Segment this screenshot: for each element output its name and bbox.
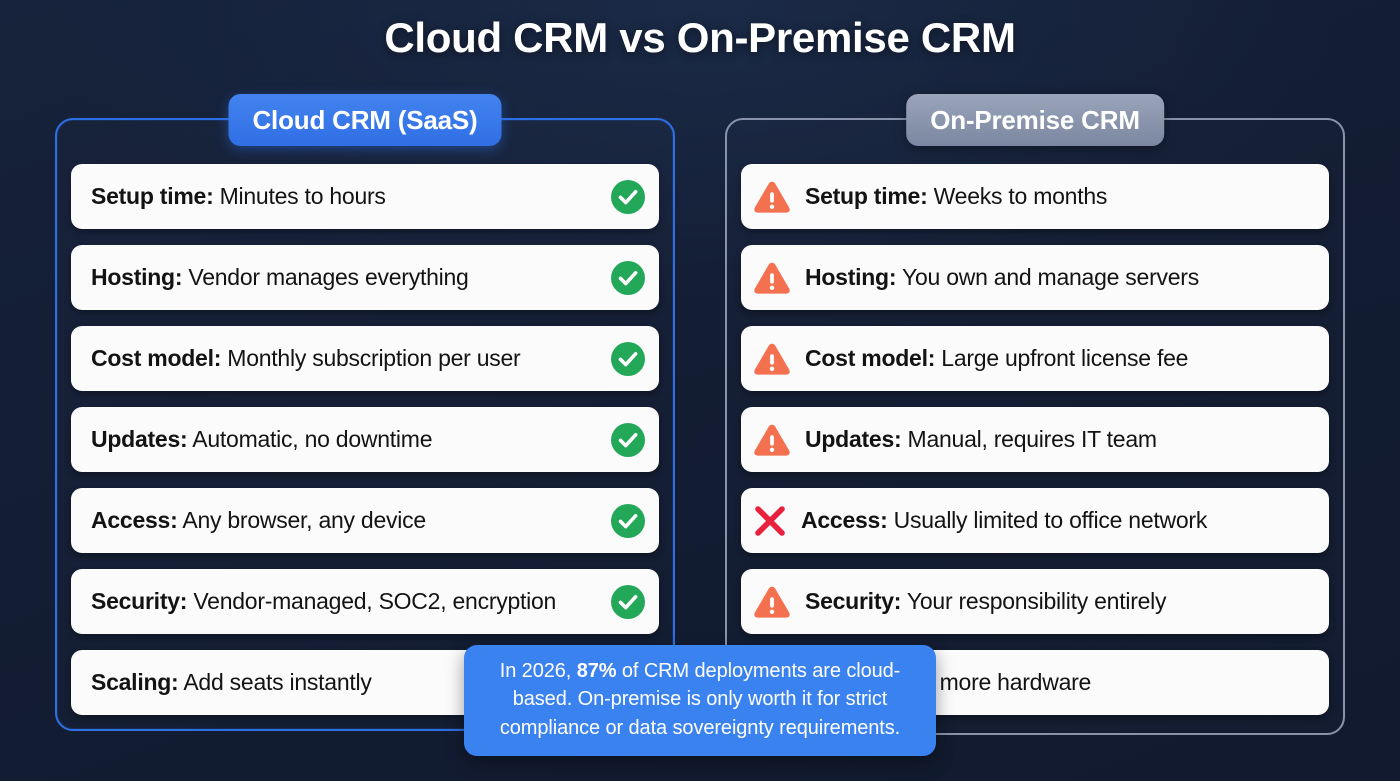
row-text: Setup time: Weeks to months (805, 183, 1313, 210)
row-text: Cost model: Large upfront license fee (805, 345, 1313, 372)
row-value: Monthly subscription per user (221, 345, 521, 371)
row-label: Hosting: (805, 264, 897, 290)
row-value: You own and manage servers (896, 264, 1199, 290)
row-text: Hosting: Vendor manages everything (91, 264, 604, 291)
table-row: Cost model: Large upfront license fee (741, 326, 1329, 391)
row-value: Large upfront license fee (935, 345, 1189, 371)
row-value: Usually limited to office network (887, 507, 1208, 533)
row-text: Access: Usually limited to office networ… (801, 507, 1313, 534)
row-label: Security: (91, 588, 188, 614)
warning-triangle-icon (754, 343, 790, 375)
table-row: Security: Vendor-managed, SOC2, encrypti… (71, 569, 659, 634)
tooltip-highlight-stat: 87% (576, 660, 617, 682)
row-label: Access: (91, 507, 178, 533)
row-label: Setup time: (91, 183, 214, 209)
row-value: Vendor-managed, SOC2, encryption (187, 588, 557, 614)
cloud-crm-badge: Cloud CRM (SaaS) (228, 94, 502, 146)
row-label: Setup time: (805, 183, 928, 209)
check-circle-icon (611, 584, 645, 619)
x-mark-icon (755, 505, 785, 536)
warning-triangle-icon (754, 262, 790, 294)
row-value: Any browser, any device (177, 507, 426, 533)
warning-triangle-icon (754, 181, 790, 213)
check-circle-icon (611, 260, 645, 295)
row-label: Access: (801, 507, 888, 533)
row-text: Access: Any browser, any device (91, 507, 604, 534)
check-circle-icon (611, 341, 645, 376)
table-row: Hosting: You own and manage servers (741, 245, 1329, 310)
row-value: Minutes to hours (213, 183, 386, 209)
cloud-crm-card: Cloud CRM (SaaS) Setup time: Minutes to … (55, 94, 675, 731)
row-text: Security: Vendor-managed, SOC2, encrypti… (91, 588, 604, 615)
table-row: Cost model: Monthly subscription per use… (71, 326, 659, 391)
row-label: Hosting: (91, 264, 183, 290)
row-value: Weeks to months (927, 183, 1108, 209)
row-text: Hosting: You own and manage servers (805, 264, 1313, 291)
table-row: Updates: Automatic, no downtime (71, 407, 659, 472)
tooltip-text-before: In 2026, (499, 660, 577, 682)
row-text: Updates: Automatic, no downtime (91, 426, 604, 453)
row-value: Automatic, no downtime (187, 426, 433, 452)
table-row: Updates: Manual, requires IT team (741, 407, 1329, 472)
warning-triangle-icon (754, 586, 790, 618)
row-label: Security: (805, 588, 902, 614)
check-circle-icon (611, 422, 645, 457)
row-text: Scaling: Add seats instantly (91, 669, 604, 696)
row-text: Cost model: Monthly subscription per use… (91, 345, 604, 372)
table-row: Security: Your responsibility entirely (741, 569, 1329, 634)
row-value: Your responsibility entirely (901, 588, 1167, 614)
row-label: Cost model: (91, 345, 222, 371)
row-text: Setup time: Minutes to hours (91, 183, 604, 210)
row-value: Add seats instantly (178, 669, 372, 695)
page-title: Cloud CRM vs On-Premise CRM (384, 14, 1016, 61)
row-value: Manual, requires IT team (901, 426, 1158, 452)
row-value: Vendor manages everything (182, 264, 469, 290)
row-label: Scaling: (91, 669, 179, 695)
check-circle-icon (611, 179, 645, 214)
row-label: Updates: (805, 426, 902, 452)
table-row: Hosting: Vendor manages everything (71, 245, 659, 310)
table-row: Setup time: Weeks to months (741, 164, 1329, 229)
check-circle-icon (611, 503, 645, 538)
on-premise-crm-card: On-Premise CRM Setup time: Weeks to mont… (725, 94, 1345, 735)
row-label: Updates: (91, 426, 188, 452)
cloud-crm-row-list: Setup time: Minutes to hours Hosting: Ven… (71, 164, 659, 715)
on-premise-crm-badge: On-Premise CRM (906, 94, 1164, 146)
insight-tooltip: In 2026, 87% of CRM deployments are clou… (464, 645, 936, 757)
tooltip-text-after: of CRM deployments are cloud-based. On-p… (499, 660, 901, 739)
warning-triangle-icon (754, 424, 790, 456)
table-row: Access: Any browser, any device (71, 488, 659, 553)
table-row: Setup time: Minutes to hours (71, 164, 659, 229)
row-text: Security: Your responsibility entirely (805, 588, 1313, 615)
on-premise-crm-row-list: Setup time: Weeks to months Hosting: You … (741, 164, 1329, 715)
row-text: Updates: Manual, requires IT team (805, 426, 1313, 453)
table-row: Access: Usually limited to office networ… (741, 488, 1329, 553)
row-label: Cost model: (805, 345, 936, 371)
